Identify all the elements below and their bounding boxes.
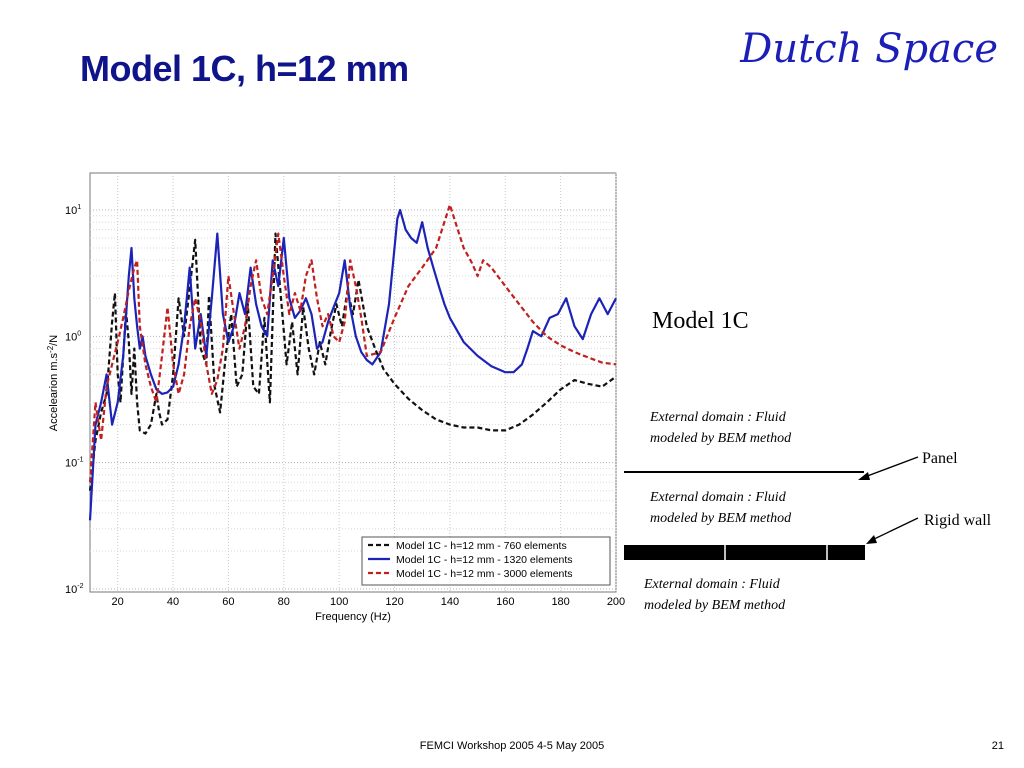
x-tick-label: 100 — [330, 596, 348, 608]
series-line-2 — [88, 208, 617, 521]
domain-label-top: External domain : Fluid modeled by BEM m… — [650, 410, 792, 446]
y-tick-label: 101 — [65, 204, 81, 217]
model-label: Model 1C — [652, 308, 749, 334]
y-axis-label: Accelearion m.s-2/N — [46, 335, 61, 431]
plot-area — [89, 172, 617, 593]
legend-box — [361, 536, 611, 586]
series-line-3 — [88, 203, 617, 483]
legend: Model 1C - h=12 mm - 760 elements Model 1… — [361, 536, 611, 586]
x-tick-label: 180 — [551, 596, 569, 608]
y-tick-label: 10-2 — [65, 583, 84, 596]
x-tick-label: 80 — [278, 596, 290, 608]
brand-logo: Dutch Space — [740, 26, 998, 72]
footer-text: FEMCI Workshop 2005 4-5 May 2005 — [419, 740, 605, 752]
y-tick-label: 100 — [65, 330, 81, 343]
series-line-1 — [88, 232, 617, 491]
x-tick-label: 20 — [112, 596, 124, 608]
rigid-wall-label: Rigid wall — [924, 512, 992, 529]
page-number: 21 — [991, 740, 1004, 752]
x-axis-label: Frequency (Hz) — [315, 611, 391, 623]
x-tick-label: 140 — [441, 596, 459, 608]
x-tick-label: 60 — [222, 596, 234, 608]
y-tick-label: 10-1 — [65, 457, 84, 470]
domain-label-bottom: External domain : Fluid modeled by BEM m… — [644, 577, 786, 613]
legend-label-1: Model 1C - h=12 mm - 760 elements — [396, 540, 567, 552]
series-group — [88, 203, 617, 521]
x-tick-label: 120 — [385, 596, 403, 608]
x-tick-label: 200 — [607, 596, 625, 608]
panel-label: Panel — [922, 450, 958, 467]
grid — [90, 173, 617, 592]
domain-label-middle: External domain : Fluid modeled by BEM m… — [650, 490, 792, 526]
legend-label-3: Model 1C - h=12 mm - 3000 elements — [396, 568, 573, 580]
y-tick-labels: 10-2 10-1 100 101 — [65, 204, 84, 596]
legend-label-2: Model 1C - h=12 mm - 1320 elements — [396, 554, 573, 566]
x-tick-label: 160 — [496, 596, 514, 608]
x-tick-label: 40 — [167, 596, 179, 608]
slide-title: Model 1C, h=12 mm — [80, 48, 409, 89]
x-tick-labels: 20 40 60 80 100 120 140 160 180 200 — [112, 596, 626, 608]
